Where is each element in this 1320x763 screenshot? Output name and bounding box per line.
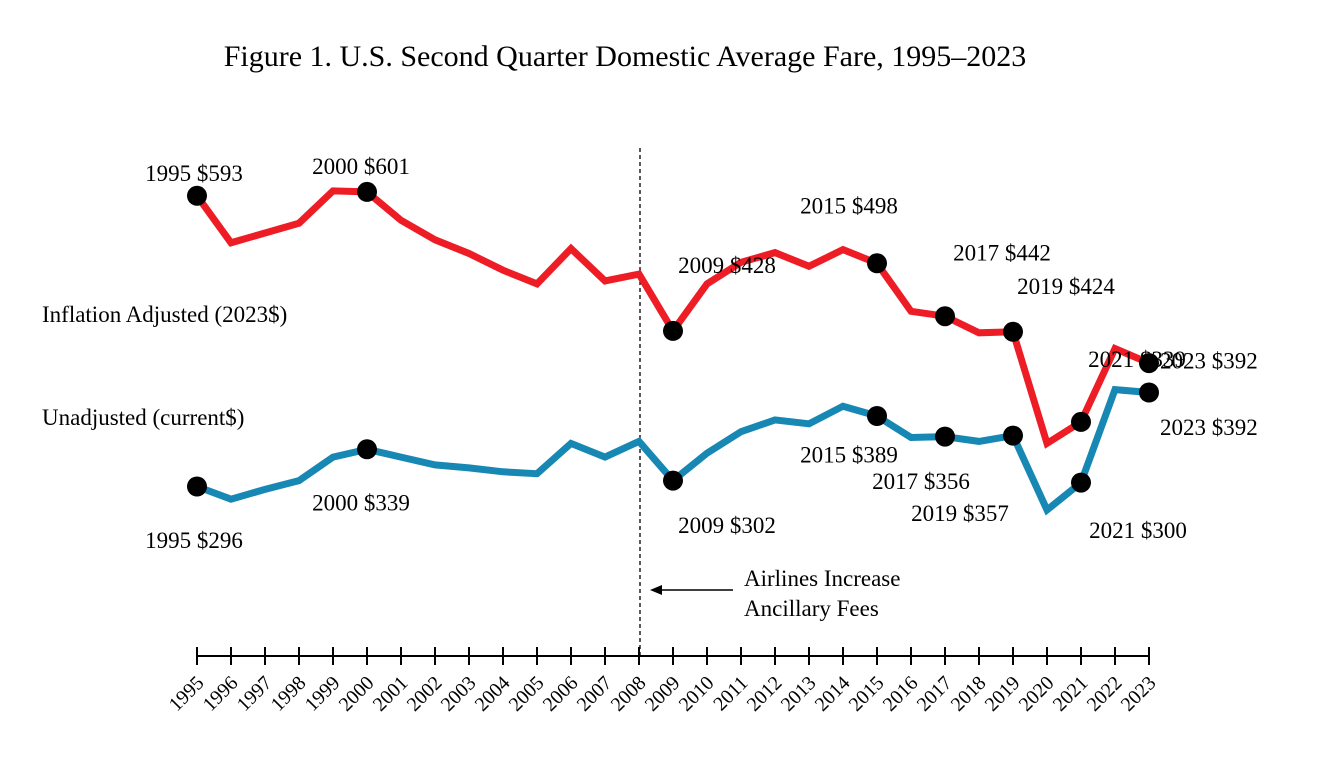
series-lines — [194, 187, 1151, 516]
x-tick-label-2001: 2001 — [369, 672, 413, 716]
x-tick-label-1997: 1997 — [233, 672, 277, 716]
x-tick-label-2006: 2006 — [539, 672, 583, 716]
x-tick-label-2005: 2005 — [505, 672, 549, 716]
point-marker-adj-2009 — [663, 320, 683, 341]
point-marker-adj-2000 — [357, 181, 377, 202]
point-label-unadj-2019: 2019 $357 — [911, 501, 1009, 526]
point-label-adj-2000: 2000 $601 — [312, 154, 410, 179]
x-tick-label-2009: 2009 — [641, 672, 685, 716]
x-tick-label-2008: 2008 — [607, 672, 651, 716]
x-tick-label-2007: 2007 — [573, 672, 617, 716]
point-label-unadj-1995: 1995 $296 — [145, 528, 243, 553]
point-marker-adj-1995 — [187, 185, 207, 206]
x-tick-label-2002: 2002 — [403, 672, 447, 716]
point-markers — [187, 181, 1159, 497]
x-tick-label-1996: 1996 — [199, 672, 243, 716]
x-tick-label-2010: 2010 — [675, 672, 719, 716]
x-tick-label-2003: 2003 — [437, 672, 481, 716]
point-label-unadj-2017: 2017 $356 — [872, 469, 970, 494]
point-marker-unadj-2017 — [935, 426, 955, 447]
x-tick-label-2011: 2011 — [709, 672, 752, 715]
x-tick-label-1995: 1995 — [165, 672, 209, 716]
series-line-inflation-adjusted — [194, 187, 1151, 449]
x-tick-label-2019: 2019 — [981, 672, 1025, 716]
point-marker-adj-2021 — [1071, 411, 1091, 432]
x-tick-label-2004: 2004 — [471, 672, 515, 716]
x-tick-label-2017: 2017 — [913, 672, 957, 716]
x-tick-label-2018: 2018 — [947, 672, 991, 716]
x-tick-label-2020: 2020 — [1015, 672, 1059, 716]
x-axis-ticks — [196, 647, 1150, 665]
point-label-adj-2021: 2021 $339 — [1088, 347, 1186, 372]
point-label-unadj-2015: 2015 $389 — [800, 442, 898, 467]
x-tick-label-2016: 2016 — [879, 672, 923, 716]
point-label-unadj-2023: 2023 $392 — [1160, 415, 1258, 440]
x-tick-label-2012: 2012 — [743, 672, 787, 716]
x-tick-label-1998: 1998 — [267, 672, 311, 716]
point-label-unadj-2021: 2021 $300 — [1089, 518, 1187, 543]
point-label-adj-1995: 1995 $593 — [145, 161, 243, 186]
point-marker-unadj-1995 — [187, 476, 207, 497]
x-tick-label-1999: 1999 — [301, 672, 345, 716]
point-marker-unadj-2023 — [1139, 382, 1159, 403]
point-label-adj-2019: 2019 $424 — [1017, 274, 1115, 299]
x-tick-label-2023: 2023 — [1117, 672, 1161, 716]
point-marker-adj-2023 — [1139, 353, 1159, 374]
point-marker-unadj-2009 — [663, 470, 683, 491]
legend-label-inflation-adjusted: Inflation Adjusted (2023$) — [42, 302, 287, 327]
annotation-line-2: Ancillary Fees — [744, 596, 879, 621]
x-tick-label-2000: 2000 — [335, 672, 379, 716]
legend-label-unadjusted: Unadjusted (current$) — [42, 405, 244, 430]
x-tick-label-2014: 2014 — [811, 672, 855, 716]
point-label-unadj-2009: 2009 $302 — [678, 513, 776, 538]
point-label-adj-2017: 2017 $442 — [953, 240, 1051, 265]
annotation-line-1: Airlines Increase — [744, 566, 900, 591]
x-tick-label-2013: 2013 — [777, 672, 821, 716]
point-labels: 1995 $593 2000 $601 2009 $428 2015 $498 2017… — [145, 154, 1258, 553]
annotation-arrowhead — [650, 585, 662, 595]
point-label-adj-2023: 2023 $392 — [1160, 348, 1258, 373]
point-marker-adj-2019 — [1003, 321, 1023, 342]
point-label-unadj-2000: 2000 $339 — [312, 491, 410, 516]
x-tick-label-2021: 2021 — [1049, 672, 1093, 716]
x-axis-tick-labels: 1995199619971998199920002001200220032004… — [165, 672, 1161, 716]
point-label-adj-2015: 2015 $498 — [800, 194, 898, 219]
x-tick-label-2015: 2015 — [845, 672, 889, 716]
point-marker-adj-2017 — [935, 306, 955, 327]
point-marker-adj-2015 — [867, 253, 887, 274]
point-label-adj-2009: 2009 $428 — [678, 253, 776, 278]
x-tick-label-2022: 2022 — [1083, 672, 1127, 716]
point-marker-unadj-2019 — [1003, 425, 1023, 446]
chart-title: Figure 1. U.S. Second Quarter Domestic A… — [224, 40, 1027, 73]
point-marker-unadj-2000 — [357, 439, 377, 460]
point-marker-unadj-2015 — [867, 406, 887, 426]
point-marker-unadj-2021 — [1071, 472, 1091, 493]
